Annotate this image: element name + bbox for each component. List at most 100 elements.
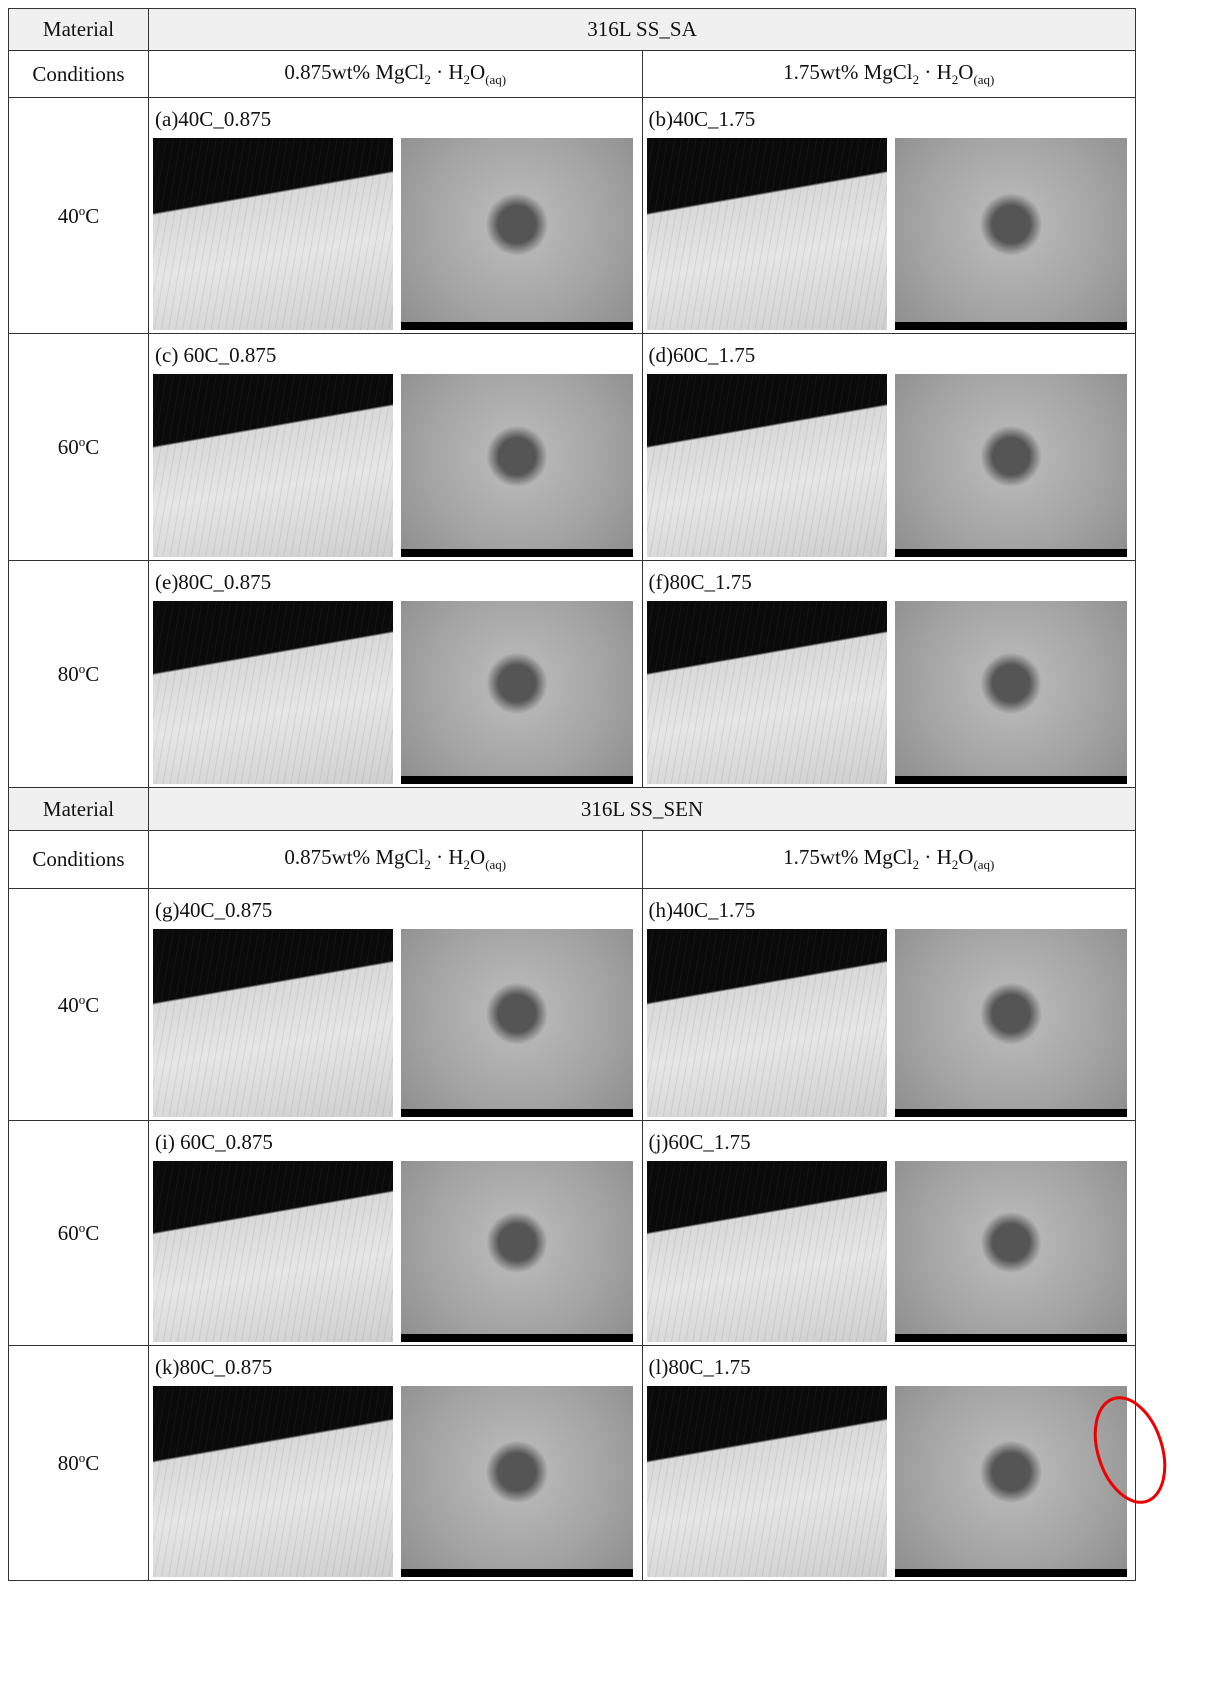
panel-images [647, 1161, 1132, 1342]
optical-micrograph [647, 138, 887, 330]
temperature-text: 80 [58, 1451, 79, 1475]
image-cell: (c) 60C_0.875 [149, 334, 643, 561]
optical-micrograph [153, 1161, 393, 1342]
conditions-label: Conditions [9, 831, 149, 889]
condition-text: O [470, 845, 485, 869]
condition-cell: 1.75wt% MgCl2 · H2O(aq) [642, 831, 1136, 889]
temperature-row: 80oC(e)80C_0.875 (f)80C_1.75 [9, 561, 1136, 788]
panel-label: (k)80C_0.875 [153, 1352, 638, 1386]
sem-micrograph [895, 1161, 1127, 1342]
temperature-cell: 80oC [9, 561, 149, 788]
panel-images [153, 138, 638, 330]
sem-micrograph [401, 1161, 633, 1342]
results-table: Material316L SS_SAConditions0.875wt% MgC… [8, 8, 1136, 1581]
temperature-text: C [85, 204, 99, 228]
optical-micrograph [153, 138, 393, 330]
condition-text: 1.75wt% MgCl [783, 845, 913, 869]
sem-micrograph [895, 929, 1127, 1117]
temperature-row: 60oC(i) 60C_0.875 (j)60C_1.75 [9, 1121, 1136, 1346]
temperature-text: 60 [58, 435, 79, 459]
sem-micrograph [895, 374, 1127, 557]
panel-images [647, 1386, 1132, 1577]
condition-text: O [958, 845, 973, 869]
optical-micrograph [647, 601, 887, 784]
temperature-row: 40oC(g)40C_0.875 (h)40C_1.75 [9, 889, 1136, 1121]
image-cell: (i) 60C_0.875 [149, 1121, 643, 1346]
image-cell: (j)60C_1.75 [642, 1121, 1136, 1346]
sem-micrograph [401, 601, 633, 784]
optical-micrograph [647, 374, 887, 557]
panel-label: (b)40C_1.75 [647, 104, 1132, 138]
image-cell: (k)80C_0.875 [149, 1346, 643, 1581]
material-label: Material [9, 9, 149, 51]
condition-text: (aq) [973, 72, 994, 87]
optical-micrograph [153, 1386, 393, 1577]
material-name: 316L SS_SA [149, 9, 1136, 51]
condition-text: 0.875wt% MgCl [284, 845, 424, 869]
optical-micrograph [647, 1161, 887, 1342]
sem-micrograph [401, 1386, 633, 1577]
panel-label: (c) 60C_0.875 [153, 340, 638, 374]
temperature-text: 80 [58, 662, 79, 686]
condition-cell: 0.875wt% MgCl2 · H2O(aq) [149, 831, 643, 889]
conditions-label: Conditions [9, 51, 149, 98]
panel-images [153, 929, 638, 1117]
material-name: 316L SS_SEN [149, 788, 1136, 831]
temperature-text: 40 [58, 204, 79, 228]
condition-text: · H [431, 60, 464, 84]
temperature-cell: 40oC [9, 889, 149, 1121]
sem-micrograph [401, 138, 633, 330]
optical-micrograph [647, 1386, 887, 1577]
optical-micrograph [153, 374, 393, 557]
temperature-text: C [85, 435, 99, 459]
sem-micrograph [895, 138, 1127, 330]
panel-label: (g)40C_0.875 [153, 895, 638, 929]
panel-images [153, 601, 638, 784]
temperature-text: C [85, 1451, 99, 1475]
temperature-text: 60 [58, 1221, 79, 1245]
panel-label: (d)60C_1.75 [647, 340, 1132, 374]
temperature-cell: 60oC [9, 1121, 149, 1346]
panel-label: (l)80C_1.75 [647, 1352, 1132, 1386]
condition-text: (aq) [485, 72, 506, 87]
temperature-text: C [85, 662, 99, 686]
panel-label: (i) 60C_0.875 [153, 1127, 638, 1161]
panel-images [153, 374, 638, 557]
panel-images [153, 1161, 638, 1342]
condition-text: (aq) [485, 858, 506, 873]
condition-text: 1.75wt% MgCl [783, 60, 913, 84]
panel-images [647, 374, 1132, 557]
sem-micrograph [401, 374, 633, 557]
panel-images [647, 138, 1132, 330]
optical-micrograph [647, 929, 887, 1117]
condition-text: · H [919, 60, 952, 84]
sem-micrograph [401, 929, 633, 1117]
temperature-row: 40oC(a)40C_0.875(b)40C_1.75 [9, 98, 1136, 334]
panel-label: (h)40C_1.75 [647, 895, 1132, 929]
temperature-text: 40 [58, 993, 79, 1017]
panel-label: (j)60C_1.75 [647, 1127, 1132, 1161]
panel-label: (f)80C_1.75 [647, 567, 1132, 601]
temperature-cell: 60oC [9, 334, 149, 561]
sem-micrograph [895, 601, 1127, 784]
condition-text: · H [919, 845, 952, 869]
image-cell: (h)40C_1.75 [642, 889, 1136, 1121]
panel-images [647, 929, 1132, 1117]
condition-text: · H [431, 845, 464, 869]
material-label: Material [9, 788, 149, 831]
image-cell: (g)40C_0.875 [149, 889, 643, 1121]
highlight-ellipse [1088, 1400, 1178, 1510]
panel-label: (e)80C_0.875 [153, 567, 638, 601]
condition-text: 0.875wt% MgCl [284, 60, 424, 84]
image-cell: (f)80C_1.75 [642, 561, 1136, 788]
optical-micrograph [153, 929, 393, 1117]
image-cell: (e)80C_0.875 [149, 561, 643, 788]
condition-text: (aq) [973, 858, 994, 873]
optical-micrograph [153, 601, 393, 784]
panel-label: (a)40C_0.875 [153, 104, 638, 138]
panel-images [647, 601, 1132, 784]
condition-text: O [470, 60, 485, 84]
